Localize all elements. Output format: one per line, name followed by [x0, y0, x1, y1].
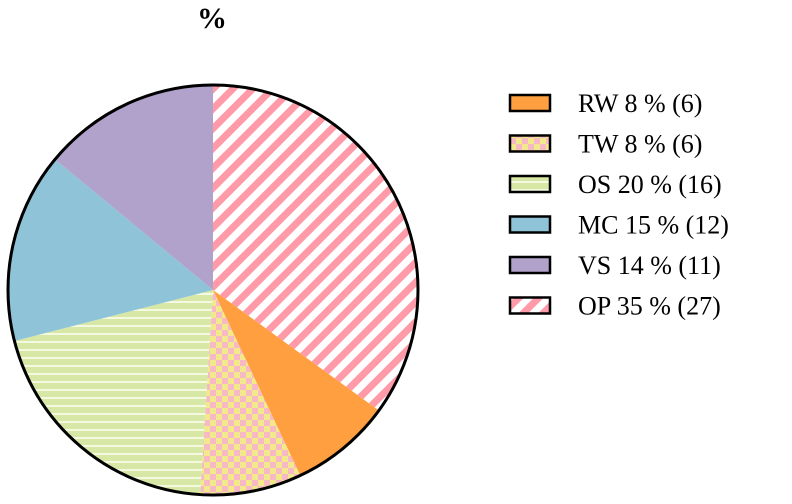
legend-swatch-op — [508, 296, 552, 315]
legend-swatch-vs — [508, 255, 552, 275]
pie-slice-op — [213, 85, 419, 411]
legend-label-rw: RW 8 % (6) — [578, 89, 702, 118]
pie-slice-tw — [200, 290, 301, 496]
legend-label-vs: VS 14 % (11) — [578, 251, 721, 280]
chart-title: % — [197, 2, 227, 35]
legend-label-os: OS 20 % (16) — [578, 170, 722, 199]
pie-slice-os — [14, 290, 214, 495]
pie-slice-vs — [55, 85, 213, 290]
legend-label-tw: TW 8 % (6) — [578, 130, 702, 159]
legend-swatch-rw — [508, 93, 552, 113]
pie-slices — [7, 85, 419, 496]
legend-swatch-os — [508, 174, 552, 194]
legend-swatch-tw — [508, 134, 552, 153]
legend-swatch-mc — [508, 215, 552, 234]
legend-label-op: OP 35 % (27) — [578, 292, 721, 321]
pie-outline — [6, 83, 420, 497]
legend: RW 8 % (6) TW 8 % (6) OS 20 % (16) MC 15 % … — [508, 89, 729, 321]
pie-slice-rw — [213, 290, 379, 476]
pie-slice-mc — [7, 159, 213, 341]
legend-label-mc: MC 15 % (12) — [578, 211, 729, 240]
